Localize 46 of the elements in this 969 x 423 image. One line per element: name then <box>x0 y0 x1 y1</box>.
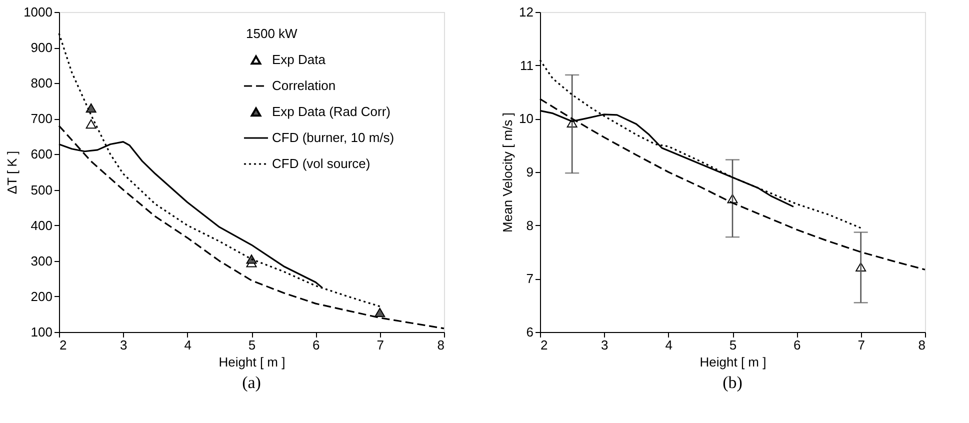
legend-title: 1500 kW <box>246 26 298 41</box>
x-tick-label: 3 <box>120 338 128 352</box>
x-tick-label: 8 <box>437 338 444 352</box>
point <box>86 119 96 129</box>
x-tick-label: 3 <box>601 338 608 352</box>
text: (b) <box>722 373 742 392</box>
y-axis-title: Mean Velocity [ m/s ] <box>500 112 516 232</box>
y-tick-label: 700 <box>30 111 52 126</box>
x-tick-label: 5 <box>729 338 737 352</box>
legend-label: CFD (vol source) <box>272 156 370 171</box>
x-axis-title: Height [ m ] <box>700 354 766 370</box>
legend-label: Correlation <box>272 78 336 93</box>
point <box>374 308 386 318</box>
x-tick-label: 7 <box>376 338 384 352</box>
y-tick-label: 7 <box>526 271 534 286</box>
x-axis-title: Height [ m ] <box>218 354 286 370</box>
x-tick-label: 6 <box>312 338 320 352</box>
point <box>86 103 96 113</box>
x-tick-label: 2 <box>60 338 67 352</box>
y-tick-label: 300 <box>30 253 52 268</box>
y-tick-label: 100 <box>30 324 52 340</box>
y-tick-label: 600 <box>30 146 52 162</box>
text: (a) <box>242 373 261 392</box>
x-tick-label: 6 <box>794 338 801 352</box>
y-tick-label: 400 <box>30 218 52 233</box>
y-tick-label: 12 <box>519 4 534 20</box>
y-tick-label: 10 <box>519 111 534 126</box>
y-tick-label: 900 <box>30 40 52 56</box>
x-tick-label: 4 <box>184 338 192 352</box>
y-tick-label: 8 <box>526 218 534 233</box>
y-tick-label: 800 <box>30 76 52 91</box>
x-tick-label: 7 <box>858 338 865 352</box>
y-tick-label: 1000 <box>24 4 52 20</box>
legend-label: CFD (burner, 10 m/s) <box>272 130 394 145</box>
legend-label: Exp Data <box>272 52 326 67</box>
y-tick-label: 11 <box>520 58 534 73</box>
legend-label: Exp Data (Rad Corr) <box>272 104 390 119</box>
x-tick-label: 4 <box>665 338 672 352</box>
y-tick-label: 500 <box>30 182 52 198</box>
x-tick-label: 5 <box>248 338 256 352</box>
y-tick-label: 200 <box>30 288 52 304</box>
y-tick-label: 9 <box>526 164 534 180</box>
x-tick-label: 2 <box>540 338 548 352</box>
y-tick-label: 6 <box>526 324 534 340</box>
y-axis-title: ΔT [ K ] <box>4 150 20 194</box>
x-tick-label: 8 <box>918 338 926 352</box>
